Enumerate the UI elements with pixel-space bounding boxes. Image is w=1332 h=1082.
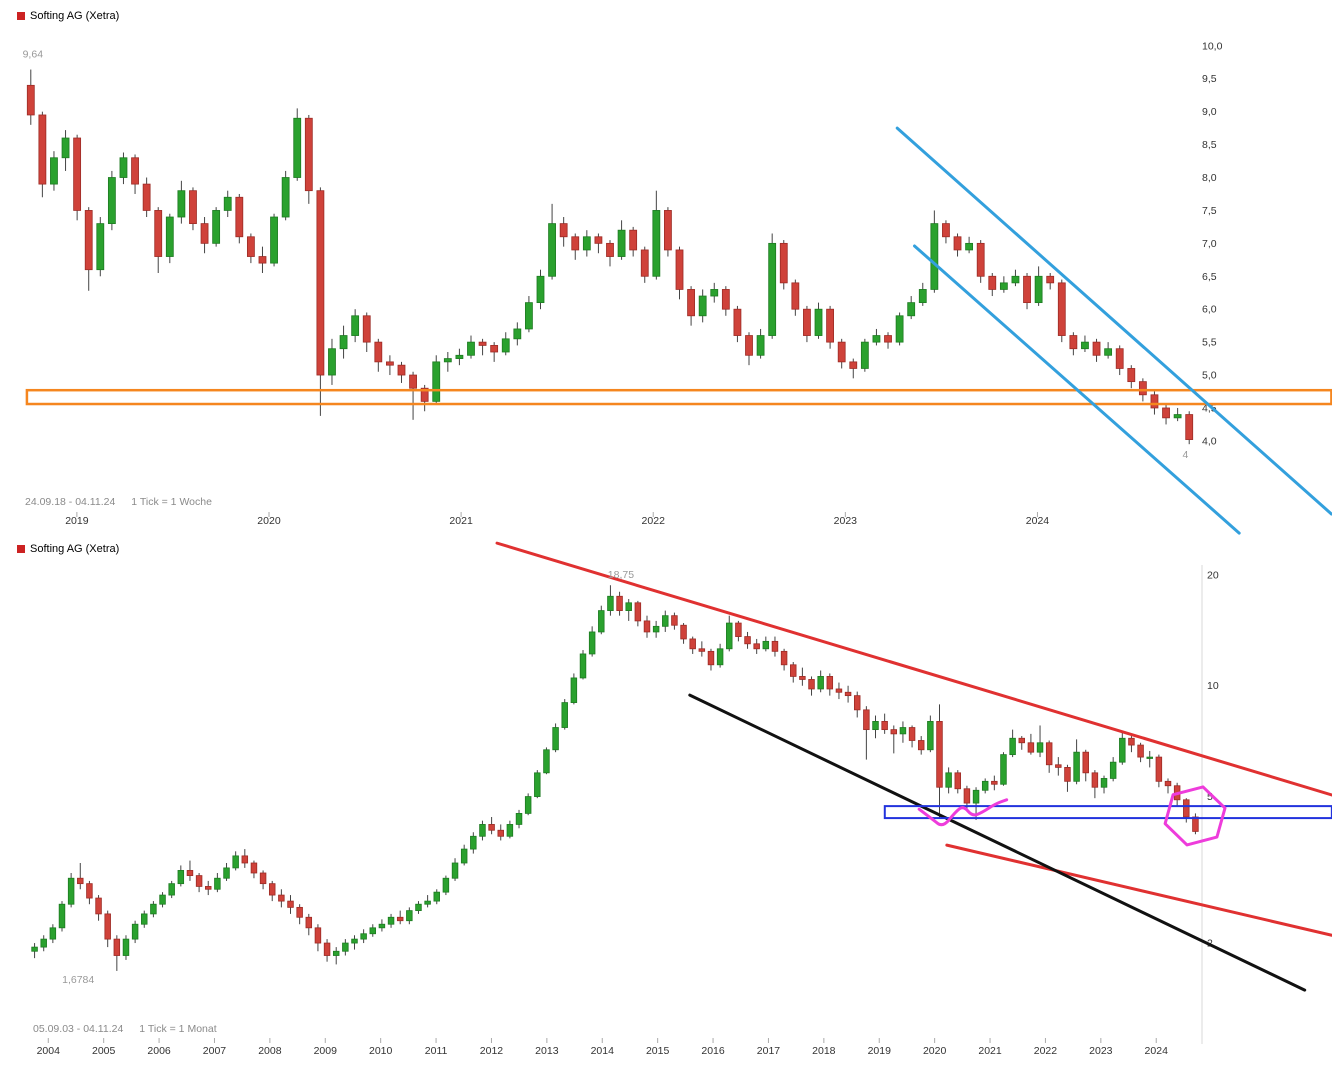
svg-text:2022: 2022 (642, 515, 666, 527)
svg-text:2024: 2024 (1145, 1045, 1169, 1057)
svg-text:9,5: 9,5 (1202, 73, 1217, 85)
svg-text:2022: 2022 (1034, 1045, 1058, 1057)
svg-text:2023: 2023 (834, 515, 858, 527)
svg-text:5: 5 (1207, 791, 1213, 803)
svg-text:9,64: 9,64 (23, 49, 44, 61)
svg-text:6,5: 6,5 (1202, 271, 1217, 283)
svg-text:5,0: 5,0 (1202, 370, 1217, 382)
svg-text:2012: 2012 (480, 1045, 504, 1057)
svg-text:5,5: 5,5 (1202, 337, 1217, 349)
svg-text:10: 10 (1207, 680, 1219, 692)
svg-text:2009: 2009 (314, 1045, 338, 1057)
svg-text:2021: 2021 (449, 515, 473, 527)
svg-text:6,0: 6,0 (1202, 304, 1217, 316)
svg-text:9,0: 9,0 (1202, 106, 1217, 118)
monthly-period-range: 05.09.03 - 04.11.24 (33, 1023, 124, 1035)
svg-text:20: 20 (1207, 569, 1219, 581)
weekly-period-label: 24.09.18 - 04.11.24 1 Tick = 1 Woche (25, 496, 212, 508)
svg-text:2020: 2020 (923, 1045, 947, 1057)
svg-text:7,0: 7,0 (1202, 238, 1217, 250)
weekly-period-range: 24.09.18 - 04.11.24 (25, 496, 116, 508)
svg-text:4: 4 (1182, 449, 1188, 461)
monthly-chart-title-text: Softing AG (Xetra) (30, 543, 120, 555)
svg-text:2010: 2010 (369, 1045, 393, 1057)
weekly-tick-interval: 1 Tick = 1 Woche (131, 496, 212, 508)
svg-text:2007: 2007 (203, 1045, 227, 1057)
svg-text:2017: 2017 (757, 1045, 781, 1057)
svg-text:2004: 2004 (37, 1045, 61, 1057)
svg-text:2019: 2019 (868, 1045, 892, 1057)
monthly-chart-title: Softing AG (Xetra) (17, 543, 119, 555)
legend-square-icon (17, 545, 25, 553)
svg-text:8,0: 8,0 (1202, 172, 1217, 184)
svg-text:8,5: 8,5 (1202, 139, 1217, 151)
svg-text:2021: 2021 (978, 1045, 1002, 1057)
svg-text:7,5: 7,5 (1202, 205, 1217, 217)
svg-text:2006: 2006 (147, 1045, 171, 1057)
monthly-period-label: 05.09.03 - 04.11.24 1 Tick = 1 Monat (33, 1023, 217, 1035)
svg-text:2005: 2005 (92, 1045, 116, 1057)
svg-text:2024: 2024 (1026, 515, 1050, 527)
svg-text:2015: 2015 (646, 1045, 670, 1057)
svg-text:2011: 2011 (425, 1045, 448, 1057)
svg-text:2018: 2018 (812, 1045, 836, 1057)
svg-text:18,75: 18,75 (608, 569, 634, 581)
monthly-tick-interval: 1 Tick = 1 Monat (139, 1023, 217, 1035)
svg-text:2016: 2016 (701, 1045, 725, 1057)
svg-text:10,0: 10,0 (1202, 40, 1223, 52)
svg-text:1,6784: 1,6784 (62, 974, 94, 986)
weekly-chart-title-text: Softing AG (Xetra) (30, 10, 120, 22)
svg-text:4,5: 4,5 (1202, 402, 1217, 414)
svg-text:4,0: 4,0 (1202, 435, 1217, 447)
legend-square-icon (17, 12, 25, 20)
svg-text:2014: 2014 (591, 1045, 615, 1057)
svg-text:2008: 2008 (258, 1045, 282, 1057)
svg-text:2020: 2020 (257, 515, 281, 527)
svg-text:2019: 2019 (65, 515, 89, 527)
weekly-chart-title: Softing AG (Xetra) (17, 10, 119, 22)
svg-text:2013: 2013 (535, 1045, 559, 1057)
svg-text:2023: 2023 (1089, 1045, 1113, 1057)
